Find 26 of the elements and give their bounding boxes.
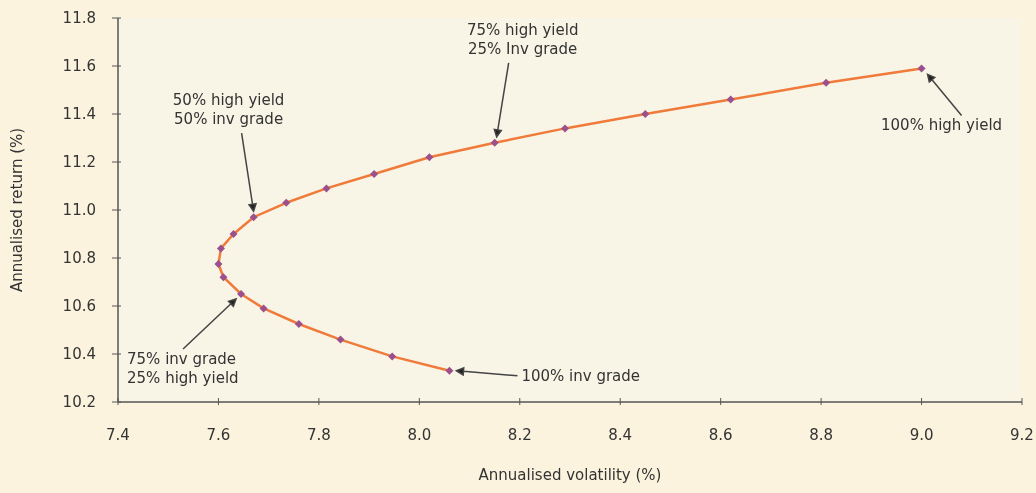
x-tick-label: 8.4 [608, 426, 633, 444]
x-axis-title: Annualised volatility (%) [478, 466, 662, 484]
x-tick-label: 7.8 [306, 426, 331, 444]
y-tick-label: 11.4 [62, 105, 96, 123]
y-tick-label: 11.0 [62, 201, 96, 219]
annotation: 75% high yield 25% Inv grade [466, 20, 579, 58]
x-tick-label: 7.6 [206, 426, 231, 444]
y-axis-title: Annualised return (%) [8, 127, 26, 293]
x-tick-label: 9.2 [1010, 426, 1034, 444]
x-tick-label: 8.6 [708, 426, 733, 444]
annotation: 75% inv grade 25% high yield [127, 350, 239, 387]
annotation: 100% high yield [881, 116, 1003, 135]
y-tick-label: 10.2 [62, 393, 96, 411]
x-tick-label: 7.4 [106, 426, 130, 444]
annotation: 50% high yield 50% inv grade [172, 91, 285, 129]
y-tick-label: 10.8 [62, 249, 96, 267]
annotation: 100% inv grade [521, 366, 641, 385]
y-tick-label: 10.4 [62, 345, 96, 363]
x-tick-label: 8.2 [507, 426, 532, 444]
y-tick-label: 11.6 [62, 57, 96, 75]
x-tick-label: 9.0 [909, 426, 934, 444]
y-tick-label: 11.2 [62, 153, 96, 171]
x-tick-label: 8.0 [407, 426, 432, 444]
y-tick-label: 10.6 [62, 297, 96, 315]
x-tick-label: 8.8 [809, 426, 834, 444]
y-tick-label: 11.8 [62, 9, 96, 27]
